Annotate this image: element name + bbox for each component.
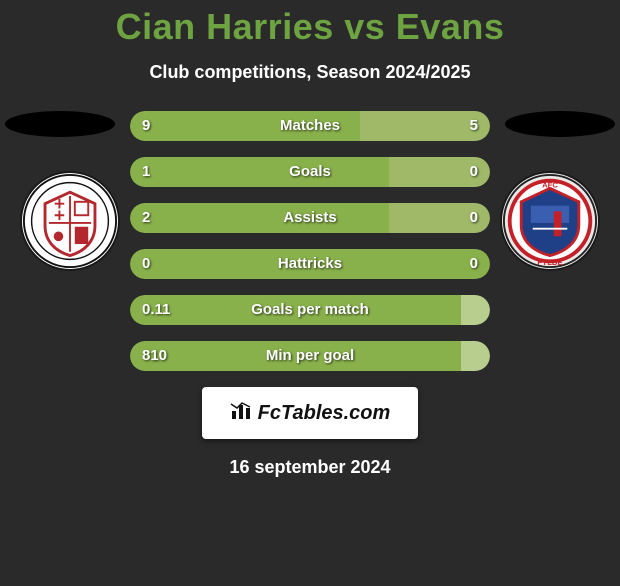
bar-row: 2Assists0: [130, 203, 490, 233]
shadow-ellipse-left: [5, 111, 115, 137]
bar-row: 9Matches5: [130, 111, 490, 141]
page-title: Cian Harries vs Evans: [0, 6, 620, 48]
bar-label: Goals: [130, 157, 490, 187]
svg-text:AFC: AFC: [542, 180, 558, 189]
bar-row: 0Hattricks0: [130, 249, 490, 279]
comparison-chart: AFC FYLDE 9Matches51Goals02Assists00Hatt…: [0, 111, 620, 371]
fctables-label: FcTables.com: [258, 402, 391, 425]
bar-value-right: 0: [470, 203, 478, 233]
bar-value-right: 0: [470, 157, 478, 187]
bar-value-right: 5: [470, 111, 478, 141]
bar-label: Matches: [130, 111, 490, 141]
bars-container: 9Matches51Goals02Assists00Hattricks00.11…: [130, 111, 490, 371]
chart-date: 16 september 2024: [0, 457, 620, 478]
bar-value-right: 0: [470, 249, 478, 279]
afc-fylde-crest-icon: AFC FYLDE: [502, 173, 598, 269]
bar-chart-icon: [230, 401, 252, 426]
fctables-badge: FcTables.com: [202, 387, 418, 439]
page-subtitle: Club competitions, Season 2024/2025: [0, 62, 620, 83]
bar-row: 810Min per goal: [130, 341, 490, 371]
bar-row: 0.11Goals per match: [130, 295, 490, 325]
shadow-ellipse-right: [505, 111, 615, 137]
bar-label: Hattricks: [130, 249, 490, 279]
bar-label: Min per goal: [130, 341, 490, 371]
bar-label: Goals per match: [130, 295, 490, 325]
svg-text:FYLDE: FYLDE: [537, 258, 562, 267]
bar-row: 1Goals0: [130, 157, 490, 187]
club-logo-right: AFC FYLDE: [500, 171, 600, 271]
woking-crest-icon: [22, 173, 118, 269]
club-logo-left: [20, 171, 120, 271]
bar-label: Assists: [130, 203, 490, 233]
